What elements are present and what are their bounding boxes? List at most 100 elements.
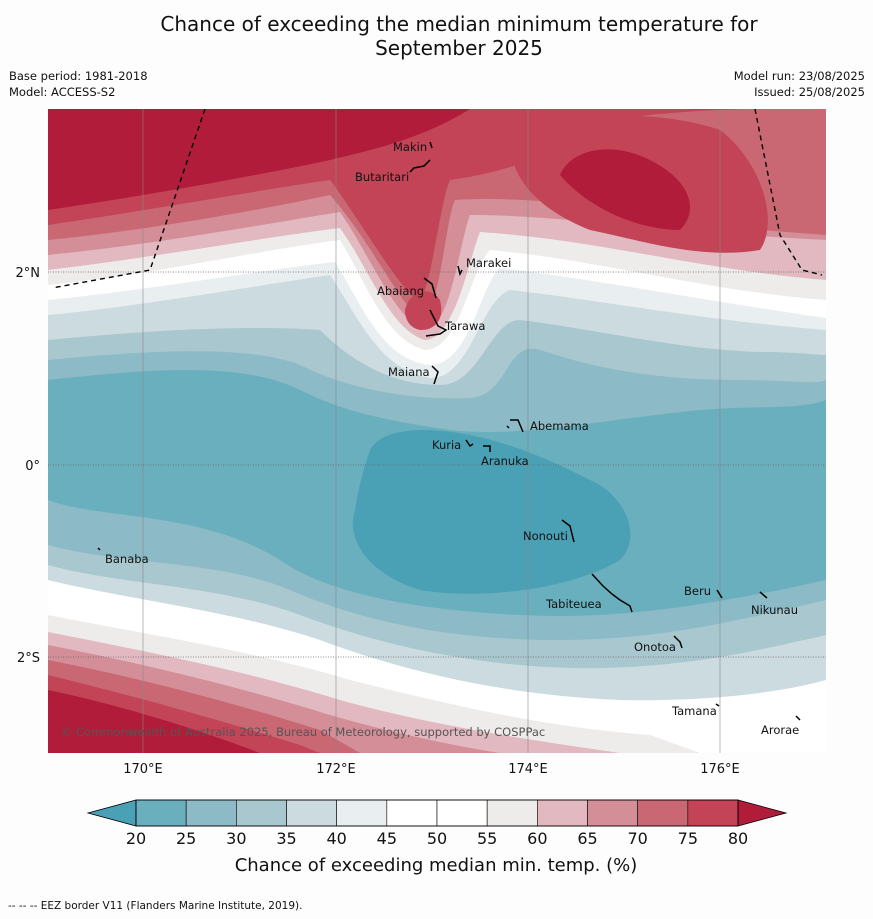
island-marakei [457, 265, 463, 277]
lon-label-170: 170°E [123, 762, 163, 777]
colorbar-cell [286, 799, 337, 827]
island-nonouti [561, 519, 575, 543]
graticule [142, 109, 721, 753]
lat-label-0: 0° [25, 459, 40, 474]
issued-date: Issued: 25/08/2025 [754, 85, 865, 99]
island-banaba [97, 547, 101, 551]
island-tabiteuea [591, 573, 633, 613]
label-abemama: Abemama [530, 419, 589, 433]
label-arorae: Arorae [761, 723, 799, 737]
colorbar-cell [236, 799, 287, 827]
title-line-2: September 2025 [375, 36, 543, 60]
island-butaritari [409, 159, 431, 173]
label-butaritari: Butaritari [355, 170, 409, 184]
island-arorae [795, 715, 801, 721]
colorbar: 20 25 30 35 40 45 50 55 60 65 70 75 80 Chance of exc… [86, 799, 788, 876]
colorbar-tick-label: 25 [176, 829, 196, 848]
band-above-80-tarawa [405, 291, 442, 330]
label-tabiteuea: Tabiteuea [545, 597, 602, 611]
label-abaiang: Abaiang [377, 284, 424, 298]
lat-label-2s: 2°S [17, 651, 40, 666]
colorbar-label: Chance of exceeding median min. temp. (%… [235, 855, 638, 876]
lon-label-172: 172°E [316, 762, 356, 777]
colorbar-cell [687, 799, 739, 827]
island-outlines [97, 141, 801, 721]
label-makin: Makin [393, 140, 427, 154]
colorbar-low-extend [86, 799, 137, 827]
band-above-80-south [48, 690, 260, 753]
label-nikunau: Nikunau [751, 603, 798, 617]
colorbar-tick-label: 60 [527, 829, 547, 848]
parallels [48, 271, 826, 658]
colorbar-cell [386, 799, 438, 827]
label-beru: Beru [684, 584, 711, 598]
band-below-25 [352, 430, 631, 594]
model-run: Model run: 23/08/2025 [733, 69, 865, 83]
label-onotoa: Onotoa [634, 640, 676, 654]
band-above-80 [48, 109, 470, 210]
island-abaiang [423, 277, 437, 299]
axis-labels: 2°N 0° 2°S 170°E 172°E 174°E 176°E [16, 266, 740, 777]
lon-label-176: 176°E [700, 762, 740, 777]
island-nikunau [759, 591, 768, 599]
label-aranuka: Aranuka [481, 454, 529, 468]
colorbar-cell [537, 799, 588, 827]
title-line-1: Chance of exceeding the median minimum t… [160, 12, 758, 36]
place-labels: Makin Butaritari Marakei Abaiang Tarawa … [105, 140, 799, 737]
eez-border-east [754, 109, 823, 276]
colorbar-ticks: 20 25 30 35 40 45 50 55 60 65 70 75 80 [126, 829, 748, 848]
lon-label-174: 174°E [508, 762, 548, 777]
colorbar-cell [486, 799, 538, 827]
colorbar-tick-label: 45 [377, 829, 397, 848]
island-makin [429, 141, 433, 149]
island-maiana [431, 365, 439, 385]
band-25-30-blob [165, 426, 235, 462]
model-name: Model: ACCESS-S2 [9, 85, 116, 99]
label-kuria: Kuria [432, 438, 461, 452]
colorbar-tick-label: 75 [678, 829, 698, 848]
colorbar-tick-label: 70 [627, 829, 647, 848]
label-tamana: Tamana [671, 704, 717, 718]
band-above-80-east [560, 149, 690, 230]
colorbar-cell [637, 799, 689, 827]
island-tarawa [425, 309, 448, 337]
meta-right: Model run: 23/08/2025 Issued: 25/08/2025 [734, 68, 865, 100]
lat-label-2n: 2°N [16, 266, 41, 281]
copyright-notice: © Commonwealth of Australia 2025, Bureau… [61, 725, 545, 739]
colorbar-tick-label: 20 [126, 829, 146, 848]
island-kuria [465, 439, 474, 448]
label-maiana: Maiana [388, 365, 430, 379]
label-nonouti: Nonouti [523, 529, 568, 543]
colorbar-high-extend [737, 799, 788, 827]
colorbar-cell [185, 799, 237, 827]
island-tamana [715, 703, 720, 707]
eez-footnote: -- -- -- EEZ border V11 (Flanders Marine… [8, 900, 303, 912]
probability-field: Makin Butaritari Marakei Abaiang Tarawa … [48, 109, 826, 753]
colorbar-tick-label: 65 [577, 829, 597, 848]
colorbar-tick-label: 30 [226, 829, 246, 848]
colorbar-tick-label: 40 [326, 829, 346, 848]
colorbar-cell [436, 799, 488, 827]
eez-border [51, 109, 823, 289]
label-tarawa: Tarawa [444, 319, 485, 333]
chart-title: Chance of exceeding the median minimum t… [0, 12, 873, 60]
colorbar-tick-label: 55 [477, 829, 497, 848]
colorbar-cells [135, 799, 739, 827]
label-banaba: Banaba [105, 552, 149, 566]
colorbar-tick-label: 35 [276, 829, 296, 848]
colorbar-tick-label: 80 [728, 829, 748, 848]
colorbar-tick-label: 50 [427, 829, 447, 848]
eez-border-west [51, 109, 206, 289]
island-aranuka [483, 445, 491, 452]
label-marakei: Marakei [466, 256, 511, 270]
colorbar-frame [135, 799, 739, 827]
colorbar-cell [587, 799, 638, 827]
island-onotoa [673, 635, 683, 649]
meta-left: Base period: 1981-2018 Model: ACCESS-S2 [9, 68, 148, 100]
base-period: Base period: 1981-2018 [9, 69, 148, 83]
island-beru [716, 589, 723, 599]
island-abemama [506, 419, 524, 433]
colorbar-cell [336, 799, 388, 827]
colorbar-cell [135, 799, 187, 827]
